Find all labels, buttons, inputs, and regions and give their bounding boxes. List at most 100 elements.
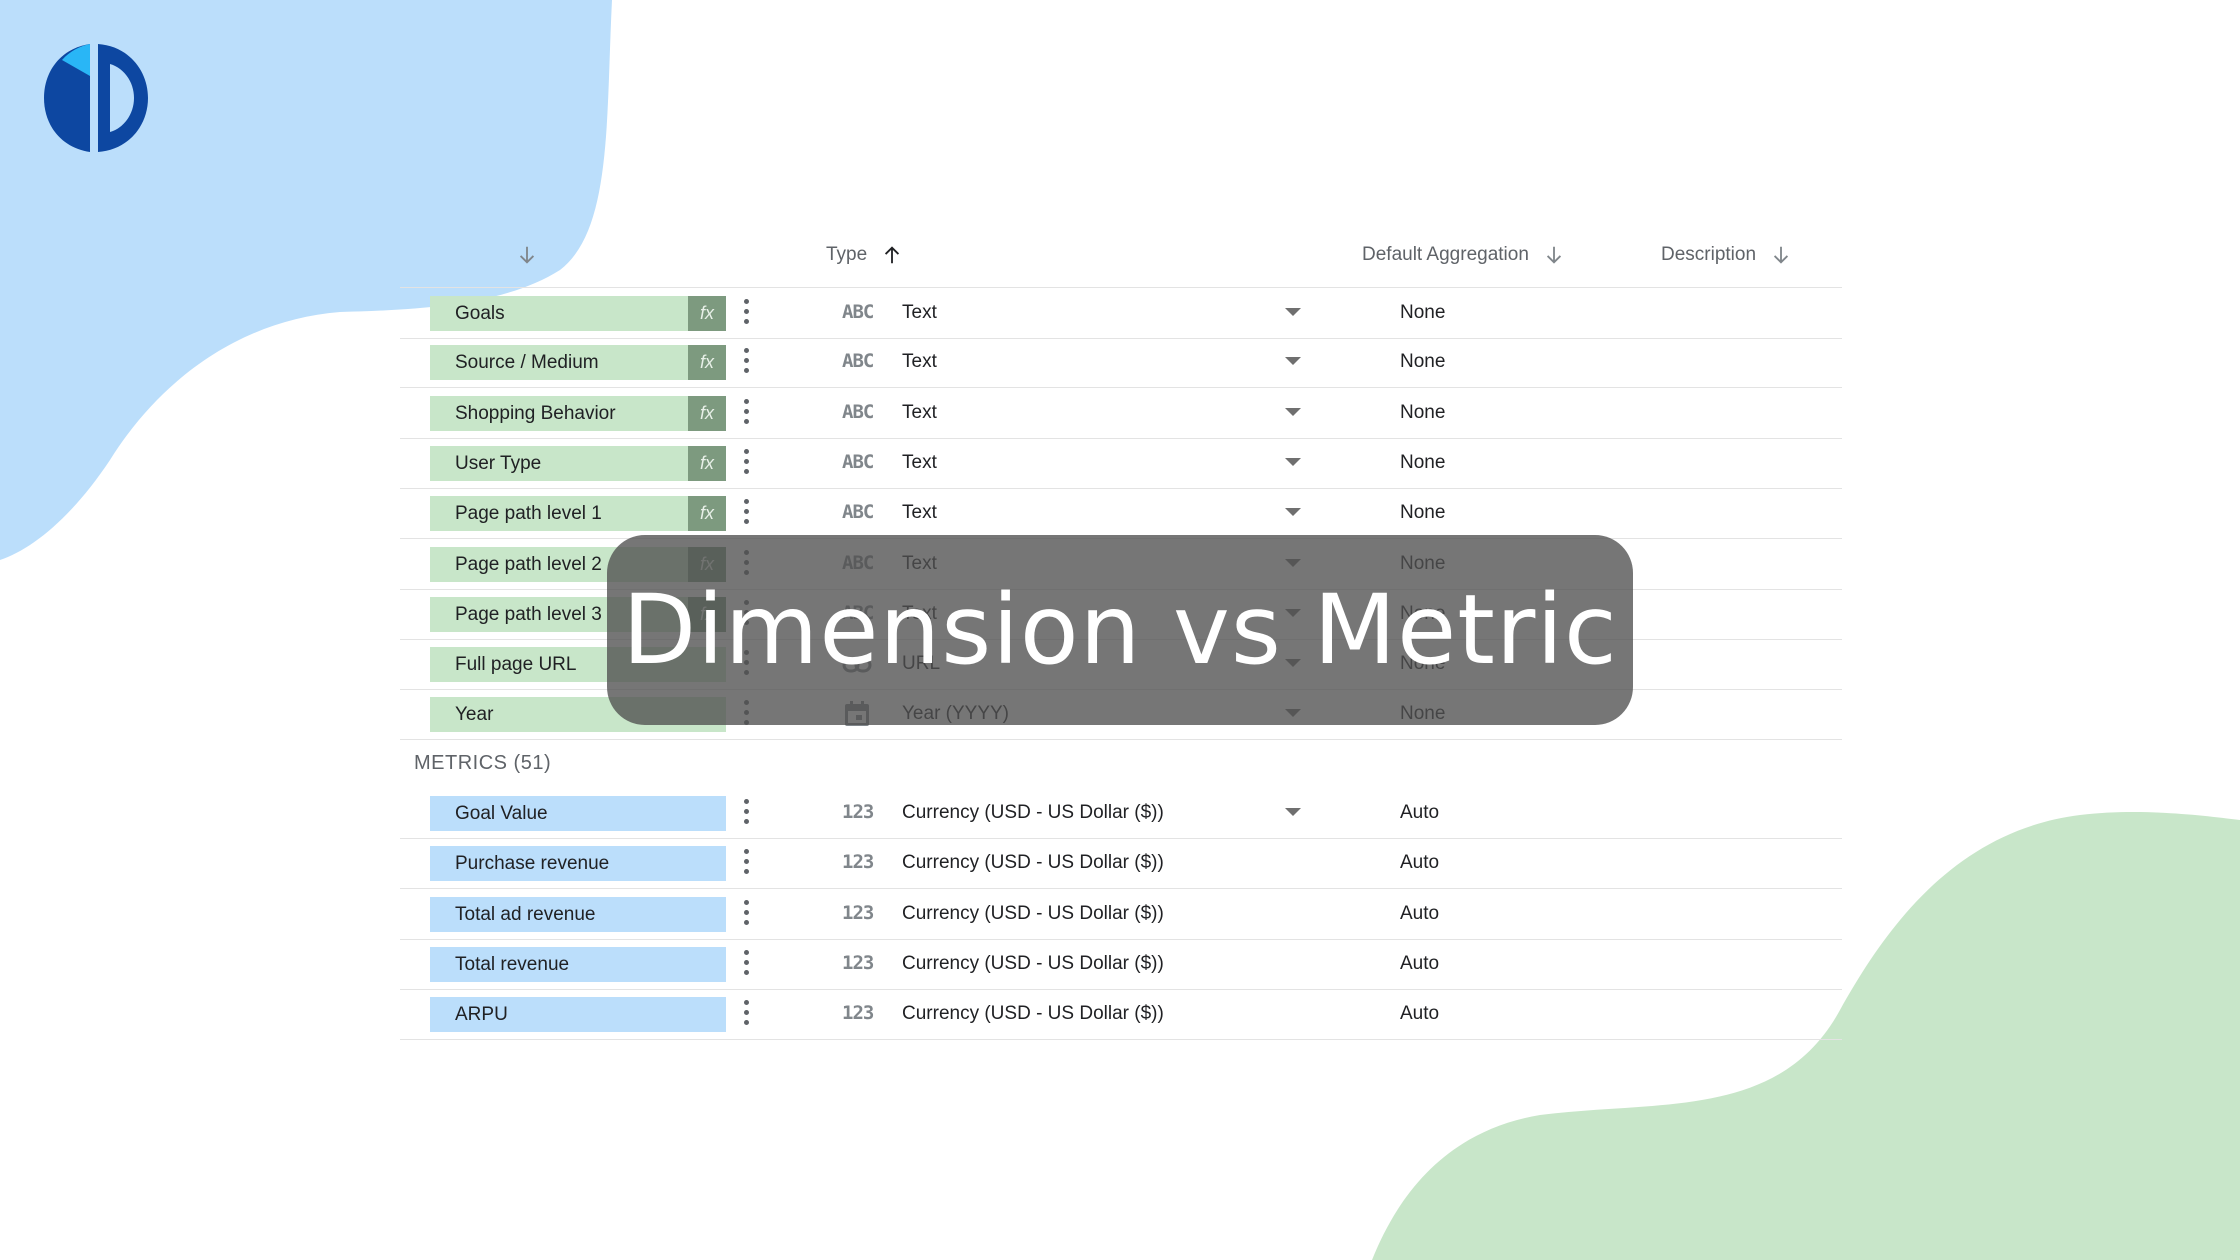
field-type[interactable]: Text (902, 401, 937, 423)
table-row: Goal Value 123 Currency (USD - US Dollar (… (400, 788, 1842, 839)
dropdown-arrow-icon[interactable] (1285, 508, 1301, 517)
default-aggregation: None (1400, 451, 1446, 473)
more-vert-icon[interactable] (742, 899, 750, 930)
field-type[interactable]: Currency (USD - US Dollar ($)) (902, 852, 1164, 874)
dropdown-arrow-icon[interactable] (1285, 357, 1301, 366)
metrics-section-label: METRICS (51) (414, 752, 552, 774)
dimension-chip[interactable]: User Type fx (430, 445, 726, 481)
dropdown-arrow-icon[interactable] (1285, 457, 1301, 466)
aggregation-header[interactable]: Default Aggregation (1362, 244, 1565, 266)
default-aggregation: Auto (1400, 802, 1440, 823)
field-type[interactable]: Text (902, 502, 937, 524)
more-vert-icon[interactable] (742, 1000, 750, 1030)
more-vert-icon[interactable] (742, 499, 750, 529)
metric-chip[interactable]: Total revenue (430, 946, 726, 982)
text-type-icon: ABC (842, 450, 874, 473)
table-row: Shopping Behavior fx ABC Text None (400, 388, 1842, 439)
title-overlay: Dimension vs Metric (607, 535, 1633, 725)
field-name: Page path level 1 (455, 503, 602, 525)
more-vert-icon[interactable] (742, 849, 750, 879)
metric-chip[interactable]: Total ad revenue (430, 896, 726, 932)
text-type-icon: ABC (842, 301, 874, 323)
table-row: Total revenue 123 Currency (USD - US Dolla… (400, 939, 1842, 990)
field-name: Shopping Behavior (455, 402, 616, 424)
field-type[interactable]: Currency (USD - US Dollar ($)) (902, 1003, 1164, 1025)
dimension-chip[interactable]: Page path level 1 fx (430, 496, 726, 532)
description-header-label: Description (1661, 244, 1757, 265)
type-header-label: Type (826, 244, 868, 265)
green-blob (1372, 812, 2240, 1260)
field-name: ARPU (455, 1004, 508, 1026)
table-row: Source / Medium fx ABC Text None (400, 337, 1842, 389)
metric-chip[interactable]: ARPU (430, 997, 726, 1033)
field-type[interactable]: Currency (USD - US Dollar ($)) (902, 802, 1164, 823)
text-type-icon: ABC (842, 350, 874, 373)
default-aggregation: None (1400, 401, 1446, 423)
table-row: Page path level 1 fx ABC Text None (400, 488, 1842, 540)
formula-fx-button[interactable]: fx (688, 395, 726, 431)
more-vert-icon[interactable] (742, 398, 750, 429)
formula-fx-button[interactable]: fx (688, 445, 726, 481)
metric-chip[interactable]: Goal Value (430, 796, 726, 831)
formula-fx-button[interactable]: fx (688, 296, 726, 331)
arrow-up-icon (885, 246, 900, 264)
number-type-icon: 123 (842, 951, 874, 974)
field-name: Total revenue (455, 953, 570, 975)
field-name: Page path level 2 (455, 553, 602, 575)
arrow-down-icon (1773, 246, 1789, 264)
dimension-chip[interactable]: Shopping Behavior fx (430, 395, 726, 431)
default-aggregation: Auto (1400, 952, 1440, 974)
table-row: Goals fx ABC Text None (400, 287, 1842, 339)
more-vert-icon[interactable] (742, 299, 750, 329)
field-type[interactable]: Currency (USD - US Dollar ($)) (902, 902, 1164, 924)
more-vert-icon[interactable] (742, 448, 750, 479)
field-type[interactable]: Text (902, 302, 937, 323)
text-type-icon: ABC (842, 501, 874, 524)
field-name: Full page URL (455, 654, 577, 676)
dropdown-arrow-icon[interactable] (1285, 808, 1301, 816)
number-type-icon: 123 (842, 801, 874, 823)
field-name: Year (455, 704, 494, 726)
default-aggregation: None (1400, 351, 1446, 373)
number-type-icon: 123 (842, 851, 874, 874)
field-name: Purchase revenue (455, 853, 610, 875)
table-row: Purchase revenue 123 Currency (USD - US Do… (400, 838, 1842, 890)
table-row: User Type fx ABC Text None (400, 438, 1842, 489)
brand-logo-icon (44, 44, 148, 152)
default-aggregation: Auto (1400, 1003, 1440, 1025)
aggregation-header-label: Default Aggregation (1362, 244, 1529, 265)
overlay-title: Dimension vs Metric (622, 574, 1618, 686)
default-aggregation: None (1400, 502, 1446, 524)
default-aggregation: Auto (1400, 852, 1440, 874)
table-row: Total ad revenue 123 Currency (USD - US Do… (400, 889, 1842, 940)
more-vert-icon[interactable] (742, 799, 750, 829)
field-name: User Type (455, 452, 542, 474)
number-type-icon: 123 (842, 1002, 874, 1025)
arrow-down-icon (519, 246, 535, 264)
formula-fx-button[interactable]: fx (688, 345, 726, 381)
default-aggregation: None (1400, 302, 1446, 323)
field-name: Total ad revenue (455, 903, 596, 925)
field-name: Goals (455, 303, 505, 324)
field-type[interactable]: Text (902, 351, 937, 373)
field-type[interactable]: Text (902, 451, 937, 473)
field-name: Goal Value (455, 803, 548, 824)
dropdown-arrow-icon[interactable] (1285, 308, 1301, 316)
dimension-chip[interactable]: Source / Medium fx (430, 345, 726, 381)
type-header[interactable]: Type (826, 244, 903, 266)
more-vert-icon[interactable] (742, 348, 750, 378)
field-name: Page path level 3 (455, 603, 602, 625)
table-row: ARPU 123 Currency (USD - US Dollar ($)) Aut… (400, 989, 1842, 1041)
blue-blob (0, 0, 612, 560)
field-type[interactable]: Currency (USD - US Dollar ($)) (902, 952, 1164, 974)
description-header[interactable]: Description (1661, 244, 1792, 266)
number-type-icon: 123 (842, 901, 874, 924)
dimension-chip[interactable]: Goals fx (430, 296, 726, 331)
field-name: Source / Medium (455, 352, 599, 374)
more-vert-icon[interactable] (742, 949, 750, 980)
dropdown-arrow-icon[interactable] (1285, 407, 1301, 416)
formula-fx-button[interactable]: fx (688, 496, 726, 532)
metric-chip[interactable]: Purchase revenue (430, 846, 726, 882)
name-sort-header[interactable] (516, 244, 538, 266)
